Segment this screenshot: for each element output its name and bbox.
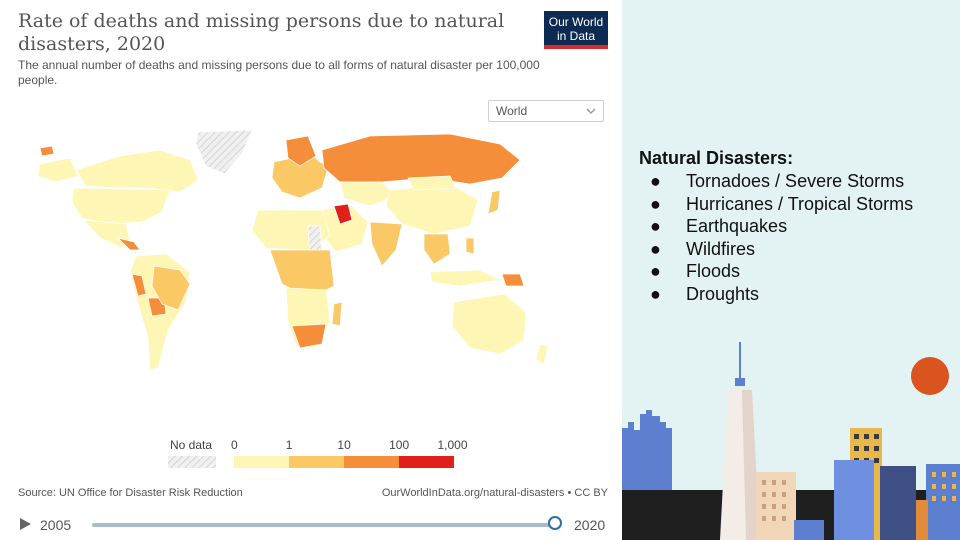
sun-icon	[911, 357, 949, 395]
chart-panel: Rate of deaths and missing persons due t…	[18, 10, 608, 533]
play-icon[interactable]	[18, 517, 32, 531]
bullet-icon: ●	[650, 261, 661, 282]
legend-tick-label: 1	[285, 438, 293, 452]
chart-subtitle: The annual number of deaths and missing …	[18, 58, 540, 87]
map-region-usa[interactable]	[71, 187, 171, 225]
map-region-central-america[interactable]	[116, 237, 141, 251]
map-region-iceland[interactable]	[39, 145, 55, 157]
legend-swatch[interactable]	[289, 456, 344, 468]
legend-swatch[interactable]	[344, 456, 399, 468]
legend-no-data-swatch	[168, 456, 216, 468]
legend-no-data-label: No data	[170, 438, 213, 452]
natural-disasters-heading: Natural Disasters:	[639, 148, 794, 168]
disaster-list: ● Tornadoes / Severe Storms ● Hurricanes /…	[650, 170, 913, 306]
map-region-central-asia[interactable]	[339, 181, 397, 207]
logo-bar	[544, 45, 608, 49]
legend-tick-label: 1,000	[437, 438, 468, 452]
logo-line-2: in Data	[556, 29, 596, 43]
legend-tick-label: 10	[337, 438, 351, 452]
logo-line-1: Our World	[548, 15, 604, 29]
list-item: ● Tornadoes / Severe Storms	[650, 171, 905, 191]
map-region-philippines[interactable]	[465, 237, 475, 255]
list-item: ● Floods	[650, 261, 741, 282]
map-region-mongolia[interactable]	[407, 175, 457, 191]
map-region-png[interactable]	[501, 273, 525, 287]
timeline-start-year: 2005	[40, 517, 72, 533]
bullet-icon: ●	[650, 238, 661, 259]
map-region-alaska[interactable]	[37, 157, 79, 183]
list-item: ● Droughts	[650, 283, 760, 304]
bullet-icon: ●	[650, 193, 661, 214]
map-region-mexico[interactable]	[83, 219, 131, 249]
region-selector[interactable]: World	[488, 100, 604, 122]
map-region-russia[interactable]	[321, 133, 521, 185]
building-light-blue	[834, 460, 874, 540]
city-skyline-illustration	[622, 342, 960, 540]
building-right-windows	[932, 472, 956, 501]
map-region-scandinavia[interactable]	[285, 135, 317, 167]
map-region-south-africa[interactable]	[291, 323, 327, 349]
source-note: Source: UN Office for Disaster Risk Redu…	[18, 487, 243, 499]
map-region-madagascar[interactable]	[331, 301, 343, 327]
list-item: ● Wildfires	[650, 238, 756, 259]
map-region-japan[interactable]	[487, 189, 501, 215]
timeline-track[interactable]	[92, 523, 554, 527]
tower-spire-base	[735, 378, 745, 386]
list-item: ● Earthquakes	[650, 216, 788, 237]
legend-tick-label: 100	[389, 438, 410, 452]
map-region-peru[interactable]	[131, 273, 147, 297]
building-beige-windows	[762, 480, 786, 521]
timeline-end-year: 2020	[574, 517, 606, 533]
building-gold-windows	[854, 434, 879, 463]
list-item: ● Hurricanes / Tropical Storms	[650, 193, 914, 214]
building-small-blue	[794, 520, 824, 540]
map-region-greenland[interactable]	[195, 129, 253, 175]
world-map	[37, 129, 549, 371]
legend-tick-label: 0	[231, 438, 238, 452]
attribution-link[interactable]: OurWorldInData.org/natural-disasters • C…	[381, 487, 608, 499]
map-region-canada[interactable]	[75, 149, 199, 193]
map-region-australia[interactable]	[451, 293, 527, 355]
building-navy	[880, 466, 916, 540]
chart-title: Rate of deaths and missing persons due t…	[18, 10, 505, 55]
building-left-skyline	[622, 410, 672, 490]
bullet-icon: ●	[650, 283, 661, 304]
chevron-down-icon	[586, 108, 596, 114]
tower-shadow	[742, 390, 760, 540]
timeline-handle[interactable]	[548, 516, 562, 530]
legend-swatch[interactable]	[234, 456, 289, 468]
map-region-indonesia[interactable]	[429, 269, 502, 287]
map-region-brazil[interactable]	[151, 265, 191, 311]
legend-swatch[interactable]	[399, 456, 454, 468]
bullet-icon: ●	[650, 216, 661, 237]
slide-panel: Natural Disasters: ● Tornadoes / Severe S…	[622, 0, 960, 540]
map-region-india[interactable]	[369, 221, 403, 267]
map-region-iraq[interactable]	[333, 203, 353, 225]
map-region-southeast-asia[interactable]	[423, 233, 451, 265]
owid-logo[interactable]: Our World in Data	[544, 11, 608, 49]
map-region-new-zealand[interactable]	[535, 343, 549, 365]
bullet-icon: ●	[650, 171, 661, 191]
building-orange	[916, 500, 928, 540]
region-selector-value: World	[496, 104, 528, 118]
